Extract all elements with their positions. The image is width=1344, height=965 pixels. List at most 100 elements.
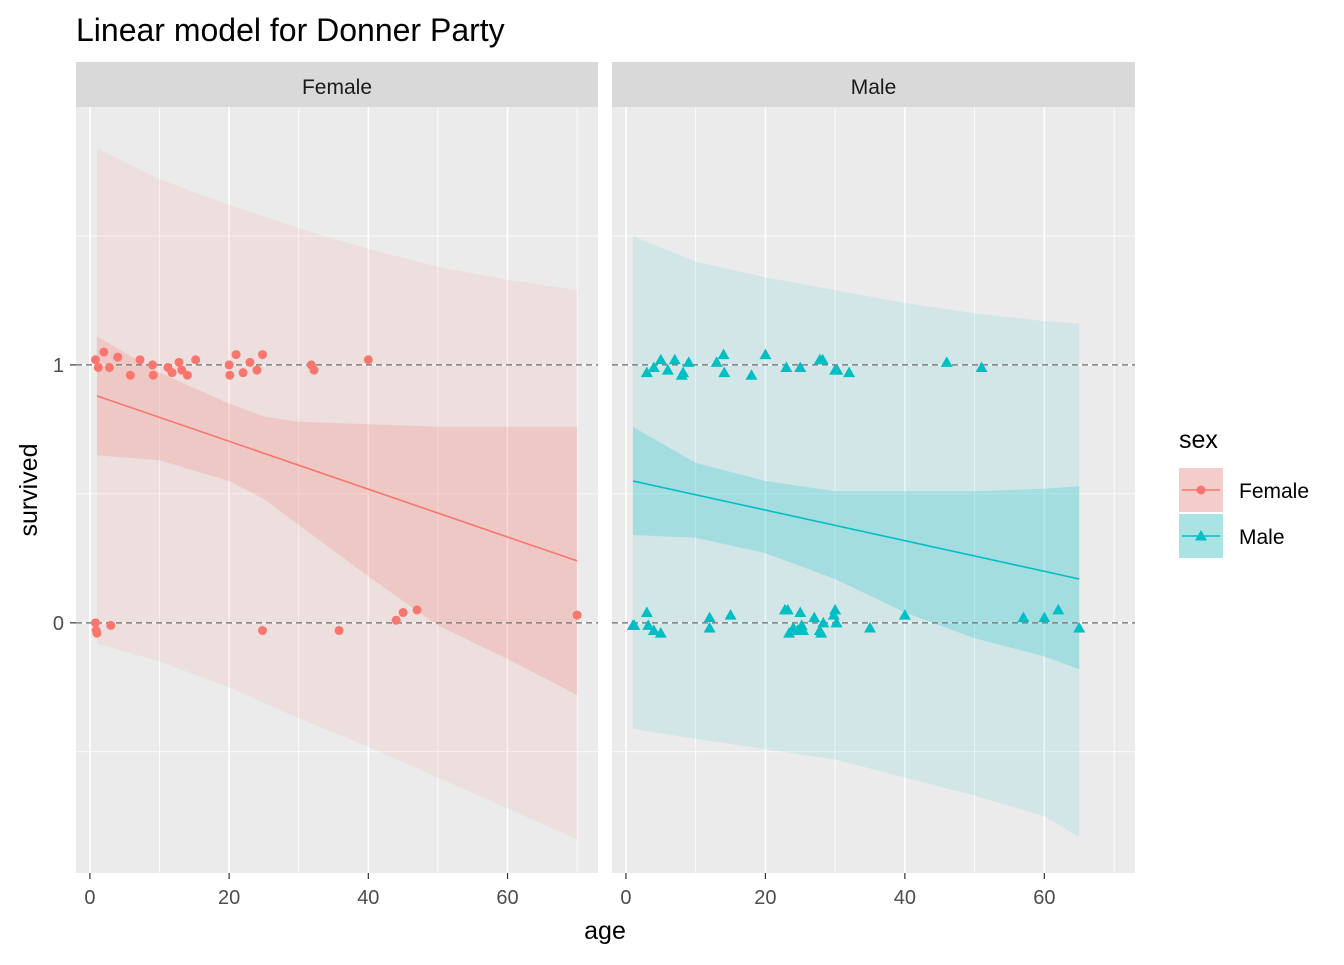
data-point [182, 370, 192, 380]
x-tick-label: 40 [894, 887, 916, 909]
data-point [642, 619, 655, 630]
legend-label: Female [1239, 480, 1309, 503]
data-point [258, 626, 268, 636]
data-point [391, 615, 401, 625]
data-point [718, 366, 731, 378]
data-point [309, 365, 319, 375]
data-point [647, 361, 660, 372]
data-point [677, 366, 690, 378]
data-point [148, 360, 158, 370]
data-point [815, 627, 828, 638]
data-point [99, 347, 109, 357]
data-point [90, 355, 100, 365]
data-point [628, 619, 641, 630]
data-point [92, 628, 102, 638]
data-point [93, 362, 103, 372]
data-point [703, 611, 716, 623]
data-point [781, 603, 794, 615]
data-point [829, 603, 842, 615]
legend-key-marker [1196, 485, 1206, 495]
data-point [90, 618, 100, 628]
data-point [817, 616, 830, 628]
data-point [363, 355, 373, 365]
x-tick-label: 0 [84, 887, 95, 909]
prediction-band [96, 148, 578, 840]
data-point [640, 606, 653, 618]
panel-male: Male 0 20 40 60 [612, 62, 1135, 909]
data-point [654, 353, 667, 365]
data-point [831, 364, 844, 375]
panel-background [612, 107, 1135, 873]
data-point [797, 624, 810, 636]
data-point [830, 616, 843, 628]
data-point [1038, 611, 1051, 623]
x-tick-label: 60 [496, 887, 518, 909]
fit-line [96, 395, 578, 562]
confidence-band [96, 336, 578, 695]
facet-strip-label: Female [302, 76, 372, 99]
data-point [174, 357, 184, 367]
facet-strip-label: Male [851, 76, 897, 99]
data-point [104, 362, 114, 372]
x-tick-label: 40 [357, 887, 379, 909]
legend-item-female: Female [1179, 468, 1309, 512]
data-point [238, 368, 248, 378]
data-point [794, 606, 807, 618]
data-point [816, 353, 829, 365]
x-tick-label: 20 [218, 887, 240, 909]
data-point [654, 627, 667, 638]
data-point [940, 356, 953, 367]
data-point [231, 350, 241, 360]
legend-label: Male [1239, 526, 1285, 549]
x-axis-title: age [584, 917, 626, 945]
data-point [1017, 611, 1030, 623]
prediction-band [632, 236, 1080, 837]
data-point [843, 366, 856, 378]
panel-background [76, 107, 598, 873]
data-point [252, 365, 262, 375]
data-point [412, 605, 422, 615]
data-point [647, 624, 660, 636]
data-point [898, 609, 911, 620]
data-point [703, 621, 716, 633]
data-point [661, 364, 674, 375]
x-tick-label: 60 [1033, 887, 1055, 909]
facet-strip [612, 62, 1135, 107]
data-point [975, 361, 988, 372]
data-point [113, 352, 123, 362]
data-point [258, 350, 268, 360]
data-point [668, 353, 681, 365]
data-point [191, 355, 201, 365]
data-point [745, 369, 758, 380]
x-tick-label: 20 [754, 887, 776, 909]
data-point [780, 361, 793, 372]
facet-panels: Female 0 20 40 60 0 1 Male 0 20 40 60 [53, 62, 1135, 909]
confidence-band [632, 426, 1080, 670]
data-point [717, 348, 730, 360]
data-point [334, 626, 344, 636]
data-point [724, 609, 737, 620]
data-point [225, 370, 235, 380]
data-point [864, 621, 877, 633]
panel-female: Female 0 20 40 60 0 1 [53, 62, 598, 909]
data-point [794, 361, 807, 372]
data-point [759, 348, 772, 360]
data-point [1073, 621, 1086, 633]
data-point [125, 370, 135, 380]
y-tick-label: 0 [53, 613, 64, 635]
data-point [640, 366, 653, 378]
data-point [572, 610, 582, 620]
legend: sex Female Male [1179, 426, 1309, 558]
data-point [808, 611, 821, 623]
data-point [106, 620, 116, 630]
legend-title: sex [1179, 426, 1218, 454]
data-point [167, 368, 177, 378]
data-point [682, 356, 695, 367]
facet-strip [76, 62, 598, 107]
data-point [795, 619, 808, 630]
data-point [398, 608, 408, 618]
y-axis-title: survived [15, 443, 43, 536]
data-point [148, 370, 158, 380]
